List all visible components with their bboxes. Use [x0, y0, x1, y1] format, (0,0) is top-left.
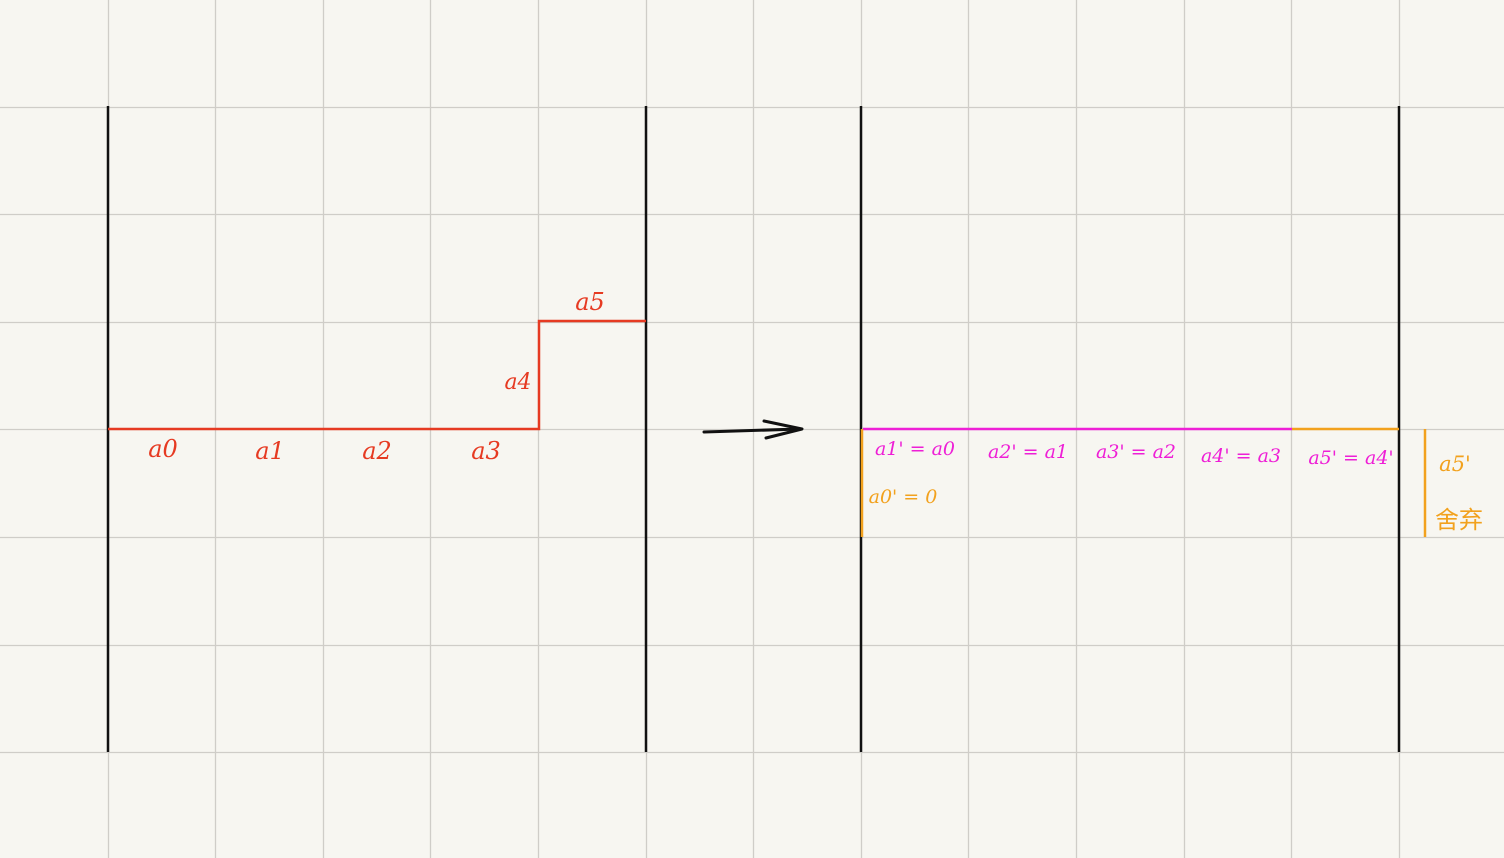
- before-diagram: a0 a1 a2 a3 a4 a5: [106, 106, 648, 752]
- discard-value-label: a5': [1439, 452, 1471, 476]
- after-label-a0: a0' = 0: [869, 486, 938, 508]
- after-label-a1: a1' = a0: [875, 438, 955, 460]
- label-a3: a3: [471, 437, 501, 465]
- after-label-a4: a4' = a3: [1201, 445, 1281, 467]
- after-label-a2: a2' = a1: [988, 441, 1068, 463]
- after-label-a5: a5' = a4': [1308, 447, 1393, 469]
- label-a1: a1: [255, 437, 285, 465]
- before-step-line: [108, 319, 646, 431]
- label-a4: a4: [504, 370, 531, 395]
- right-arrow-icon: [702, 419, 804, 440]
- label-a5: a5: [575, 288, 605, 316]
- label-a0: a0: [148, 435, 178, 463]
- label-a2: a2: [362, 437, 392, 465]
- after-diagram: a1' = a0 a2' = a1 a3' = a2 a4' = a3 a5' …: [859, 106, 1483, 752]
- discard-note-label: 舍弃: [1435, 506, 1483, 534]
- after-label-a3: a3' = a2: [1096, 441, 1176, 463]
